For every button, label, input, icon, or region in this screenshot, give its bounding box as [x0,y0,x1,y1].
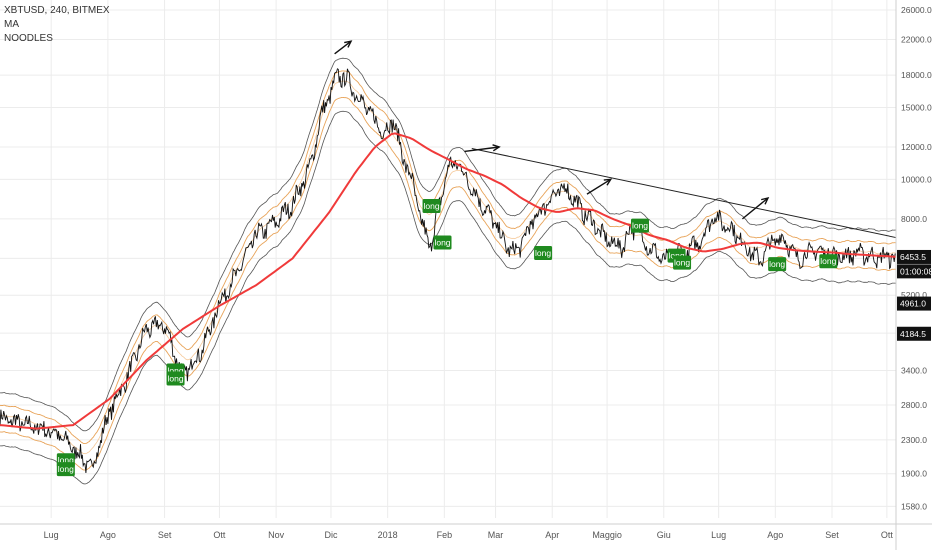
long-signal-badge [422,199,441,214]
long-signal-text: long [674,258,690,268]
long-signal-badge [819,254,838,269]
long-signal-text: long [168,366,184,376]
y-tick-label: 1900.0 [901,469,927,479]
price-badge [897,296,931,311]
indicator-noodles-label[interactable]: NOODLES [4,33,53,44]
ma-series [0,132,897,430]
noodles-bands [0,57,897,485]
x-tick-label: Lug [44,530,59,540]
y-tick-label: 12000.0 [901,142,932,152]
long-signal-text: long [168,374,184,384]
price-badge [897,249,931,264]
long-signal-text: long [434,238,450,248]
resistance-trendline [471,147,897,239]
long-signal-badge [166,371,185,386]
y-tick-label: 15000.0 [901,102,932,112]
long-signal-text: long [632,221,648,231]
x-tick-label: Nov [268,530,285,540]
grid [0,0,896,518]
x-tick-label: Ago [100,530,116,540]
y-tick-label: 10000.0 [901,174,932,184]
long-signal-badge [534,245,553,260]
breakout-arrow-shaft [586,178,612,195]
breakout-arrow-shaft [334,40,352,55]
long-signal-badge [673,255,692,270]
breakout-arrow-shaft [464,146,500,153]
price-badge-label: 6453.5 [900,252,926,262]
long-signal-text: long [769,259,785,269]
long-signal-badge [433,235,452,250]
x-tick-label: Lug [711,530,726,540]
x-tick-label: Feb [437,530,453,540]
y-tick-label: 18000.0 [901,70,932,80]
long-signal-text: long [535,248,551,258]
breakout-arrow-head [761,196,770,205]
indicator-ma-label[interactable]: MA [4,19,19,30]
symbol-title[interactable]: XBTUSD, 240, BITMEX [4,5,110,16]
long-signal-badge [768,257,787,272]
y-tick-label: 3400.0 [901,366,927,376]
long-signal-badge [56,462,75,477]
price-series [0,68,897,473]
x-tick-label: Set [825,530,839,540]
x-tick-label: Ago [767,530,783,540]
y-tick-label: 2800.0 [901,400,927,410]
y-tick-label: 5200.0 [901,290,927,300]
inner-lower-band [0,96,897,471]
x-tick-label: Dic [324,530,337,540]
annotations [334,40,897,239]
outer-upper-band [0,57,897,432]
x-tick-label: 2018 [378,530,398,540]
inner-upper-band [0,70,897,445]
price-badge [897,264,931,279]
price-badge [897,326,931,341]
long-signal-text: long [58,464,74,474]
breakout-arrow-shaft [741,197,769,220]
x-tick-label: Giu [657,530,671,540]
price-line [0,68,897,473]
y-tick-label: 8000.0 [901,214,927,224]
breakout-arrow-head [603,178,613,186]
breakout-arrow-head [492,144,501,152]
x-tick-label: Maggio [592,530,622,540]
long-signal-text: long [424,201,440,211]
y-tick-label: 2300.0 [901,435,927,445]
chart-legend: XBTUSD, 240, BITMEX MA NOODLES [4,4,110,46]
mid-band [0,80,897,455]
price-badge-label: 4961.0 [900,299,926,309]
x-tick-label: Ott [213,530,226,540]
long-signal-text: long [58,455,74,465]
long-signal-text: long [820,256,836,266]
price-badge-label: 4184.5 [900,329,926,339]
x-tick-label: Ott [881,530,894,540]
x-tick-label: Mar [488,530,504,540]
price-badge-label: 01:00:08 [900,266,932,276]
x-tick-label: Apr [545,530,559,540]
y-tick-label: 1580.0 [901,501,927,511]
x-tick-label: Set [158,530,172,540]
y-tick-label: 26000.0 [901,5,932,15]
long-signal-badge [631,218,649,233]
breakout-arrow-head [344,40,353,48]
y-tick-label: 22000.0 [901,35,932,45]
ma-line [0,132,897,430]
outer-lower-band [0,110,897,485]
